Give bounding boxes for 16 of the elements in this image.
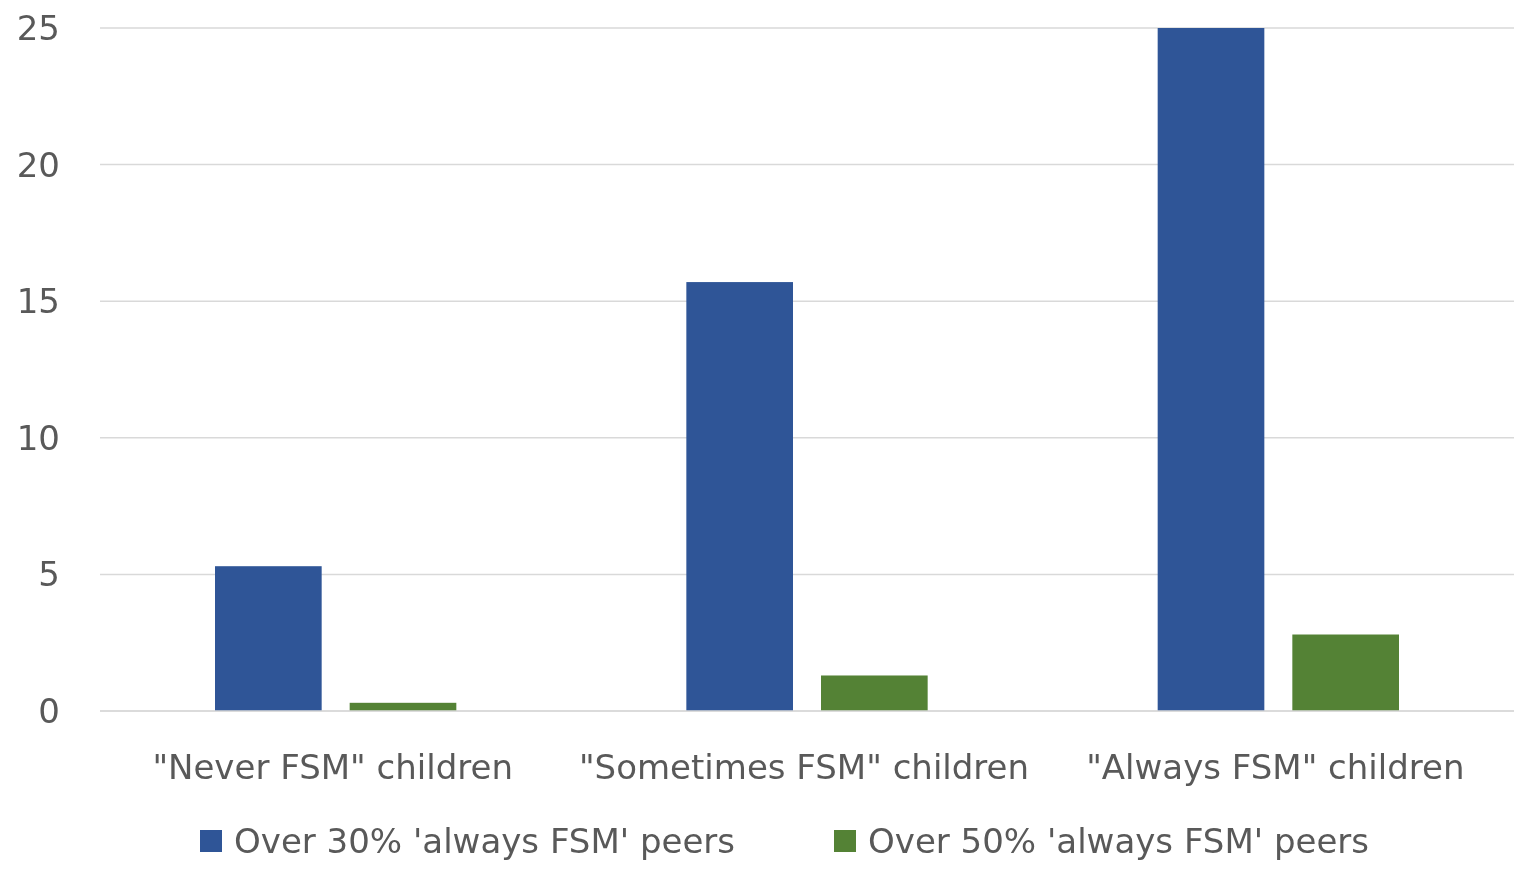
y-tick-label: 25 bbox=[16, 7, 60, 48]
y-tick-label: 15 bbox=[16, 281, 60, 322]
x-tick-label: "Always FSM" children bbox=[1086, 747, 1465, 787]
bar bbox=[821, 675, 928, 711]
y-tick-label: 0 bbox=[38, 690, 60, 731]
bar bbox=[1292, 634, 1399, 711]
x-tick-label: "Never FSM" children bbox=[152, 747, 513, 787]
y-tick-label: 5 bbox=[38, 554, 60, 595]
x-tick-label: "Sometimes FSM" children bbox=[578, 747, 1030, 787]
legend-label: Over 30% 'always FSM' peers bbox=[234, 820, 736, 861]
bar bbox=[686, 282, 793, 711]
y-tick-label: 20 bbox=[16, 144, 60, 185]
bar bbox=[1157, 28, 1265, 711]
bar bbox=[215, 566, 322, 711]
legend-label: Over 50% 'always FSM' peers bbox=[868, 820, 1370, 861]
y-tick-label: 10 bbox=[16, 417, 60, 458]
